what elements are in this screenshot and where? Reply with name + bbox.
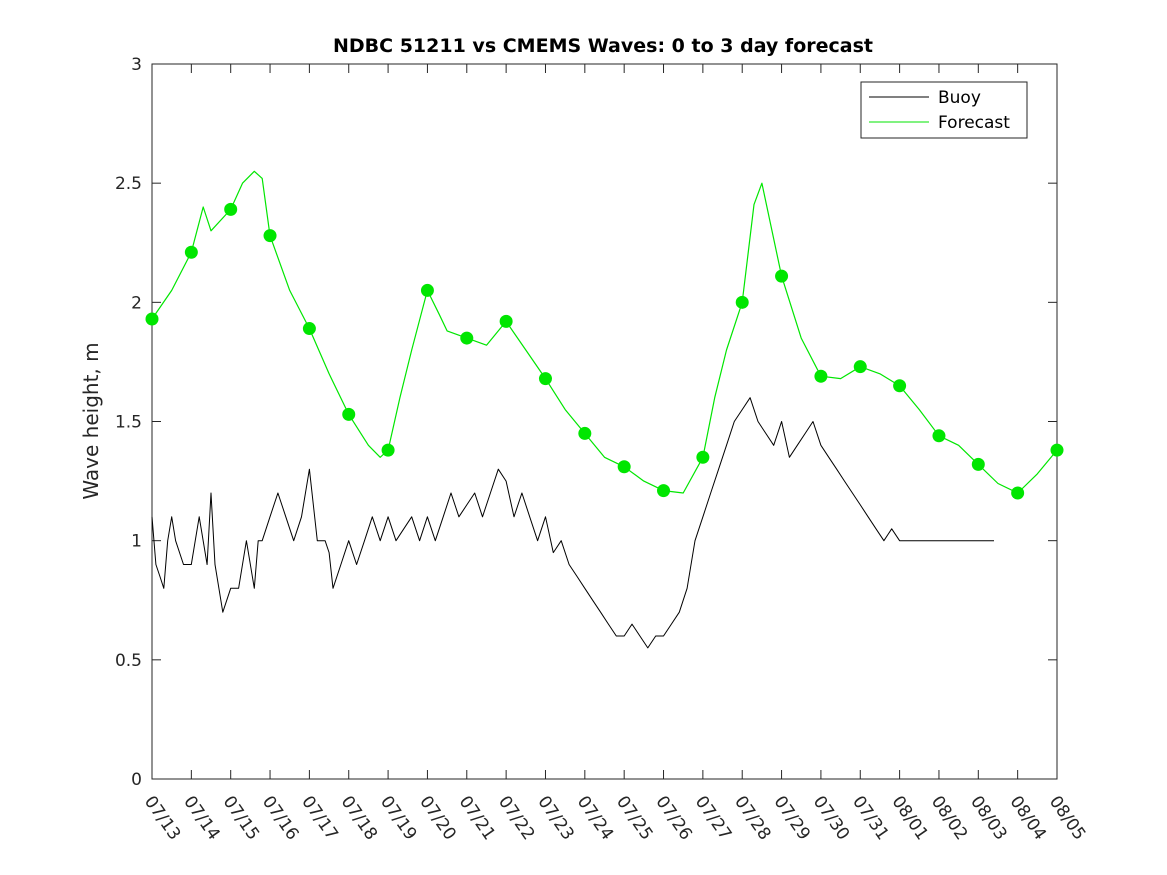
- forecast-point: [775, 269, 789, 283]
- forecast-point: [342, 407, 356, 421]
- y-tick-label: 3: [131, 55, 142, 75]
- forecast-point: [302, 322, 316, 336]
- y-tick-label: 2.5: [115, 174, 142, 194]
- buoy-series: [151, 397, 994, 649]
- y-tick-label: 1.5: [115, 413, 142, 433]
- forecast-point: [971, 457, 985, 471]
- forecast-point: [853, 360, 867, 374]
- legend-box: [860, 81, 1028, 139]
- y-tick-label: 0: [131, 770, 142, 790]
- forecast-point: [145, 312, 159, 326]
- forecast-point: [1011, 486, 1025, 500]
- forecast-point: [184, 245, 198, 259]
- forecast-point: [814, 369, 828, 383]
- chart-title: NDBC 51211 vs CMEMS Waves: 0 to 3 day fo…: [333, 35, 873, 57]
- forecast-point: [381, 443, 395, 457]
- forecast-point: [578, 426, 592, 440]
- forecast-point: [460, 331, 474, 345]
- forecast-point: [263, 229, 277, 243]
- forecast-point: [932, 429, 946, 443]
- legend-buoy-label: Buoy: [938, 88, 981, 108]
- forecast-series: [145, 170, 1064, 500]
- y-axis-label: Wave height, m: [79, 342, 103, 499]
- forecast-point: [538, 372, 552, 386]
- forecast-point: [420, 283, 434, 297]
- forecast-point: [499, 314, 513, 328]
- forecast-point: [1050, 443, 1064, 457]
- y-tick-label: 0.5: [115, 651, 142, 671]
- y-tick-label: 1: [131, 532, 142, 552]
- legend-forecast-label: Forecast: [938, 113, 1010, 133]
- buoy-line: [151, 397, 994, 649]
- forecast-point: [657, 484, 671, 498]
- forecast-point: [617, 460, 631, 474]
- forecast-point: [735, 295, 749, 309]
- forecast-point: [224, 202, 238, 216]
- forecast-point: [893, 379, 907, 393]
- forecast-point: [696, 450, 710, 464]
- y-tick-label: 2: [131, 293, 142, 313]
- legend: Buoy Forecast: [860, 81, 1028, 139]
